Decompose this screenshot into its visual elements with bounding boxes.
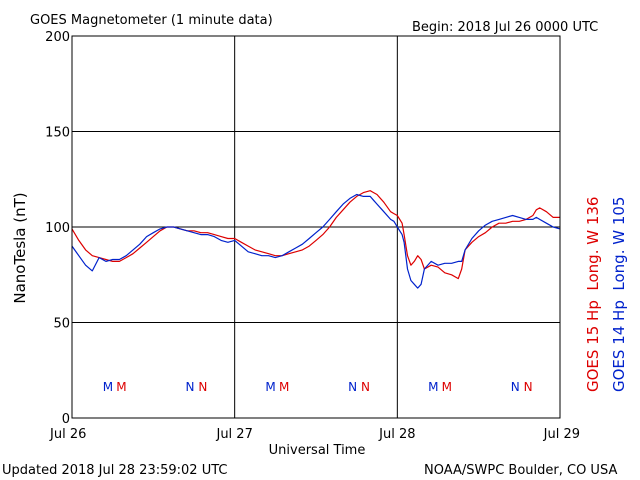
y-tick-label: 200 xyxy=(45,30,70,45)
x-tick-label: Jul 27 xyxy=(215,427,252,442)
chart-title: GOES Magnetometer (1 minute data) xyxy=(30,13,273,28)
y-tick-label: 100 xyxy=(45,221,70,236)
event-marker: M xyxy=(442,380,452,394)
x-axis-label: Universal Time xyxy=(269,443,366,458)
grid xyxy=(72,36,560,418)
event-marker: N xyxy=(511,380,520,394)
event-marker: M xyxy=(428,380,438,394)
series-line-goes15 xyxy=(71,190,560,280)
x-ticks: Jul 26 Jul 27 Jul 28 Jul 29 xyxy=(49,427,580,442)
event-marker: N xyxy=(198,380,207,394)
event-marker: N xyxy=(524,380,533,394)
legend-goes14: GOES 14 Hp Long. W 105 xyxy=(610,197,628,392)
y-ticks: 0 50 100 150 200 xyxy=(45,30,70,427)
series-line-goes14 xyxy=(71,193,561,289)
event-marker: M xyxy=(116,380,126,394)
x-tick-label: Jul 29 xyxy=(543,427,580,442)
event-marker: N xyxy=(185,380,194,394)
x-tick-label: Jul 28 xyxy=(378,427,415,442)
series-lines xyxy=(71,190,561,289)
plot-frame xyxy=(71,35,561,419)
y-tick-label: 150 xyxy=(45,126,70,141)
event-marker: N xyxy=(361,380,370,394)
event-marker: N xyxy=(348,380,357,394)
x-tick-label: Jul 26 xyxy=(49,427,86,442)
legend-goes15: GOES 15 Hp Long. W 136 xyxy=(584,197,602,392)
updated-time: Updated 2018 Jul 28 23:59:02 UTC xyxy=(2,463,227,478)
y-axis-label: NanoTesla (nT) xyxy=(11,192,29,303)
y-tick-label: 50 xyxy=(53,317,70,332)
begin-time: Begin: 2018 Jul 26 0000 UTC xyxy=(412,20,598,35)
event-marker: M xyxy=(103,380,113,394)
event-marker: M xyxy=(265,380,275,394)
y-tick-label: 0 xyxy=(62,412,70,427)
data-source: NOAA/SWPC Boulder, CO USA xyxy=(424,463,617,478)
event-marker: M xyxy=(279,380,289,394)
